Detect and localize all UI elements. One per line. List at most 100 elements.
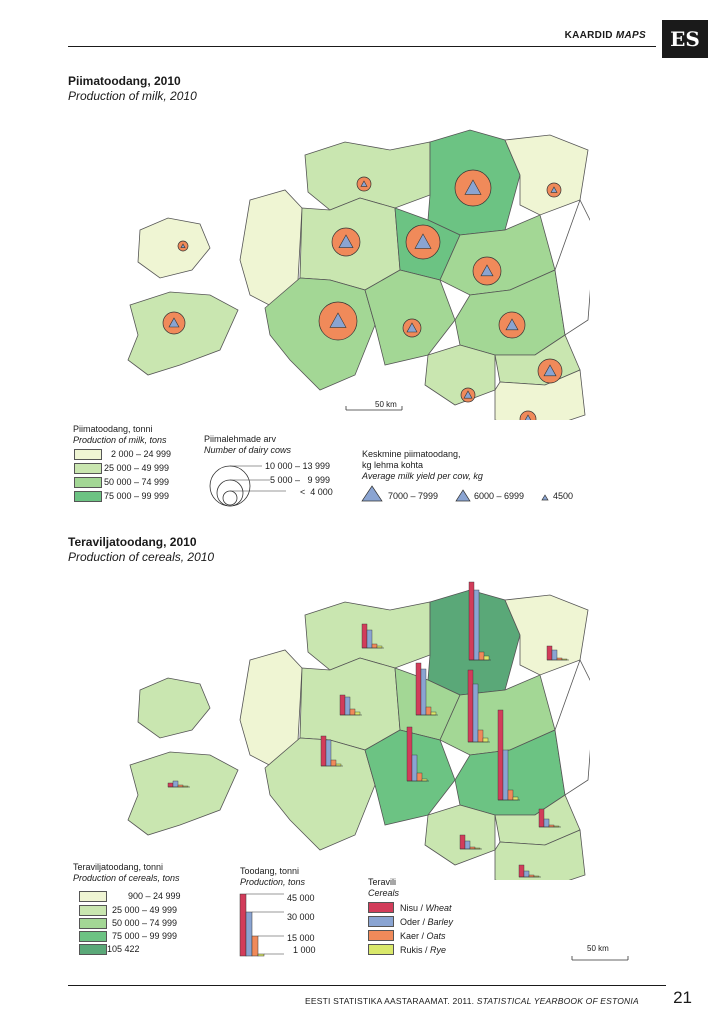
milk-map: [127, 129, 590, 420]
yield-legend-title: Keskmine piimatoodang, kg lehma kohta Av…: [362, 449, 483, 481]
milk-yield-triangle: [338, 234, 354, 248]
cereals-legend-title: Teraviljatoodang, tonni Production of ce…: [73, 862, 180, 883]
milk-region-harjumaa: [304, 141, 431, 211]
milk-yield-triangle: [329, 312, 347, 328]
yield-value-1: 7000 – 7999: [388, 491, 439, 501]
cereal-bar: [415, 662, 422, 716]
cereal-bar: [361, 623, 368, 649]
milk-region-ida-virumaa: [504, 134, 589, 216]
cereal-bar: [167, 782, 174, 788]
yield-value-3: 4500: [553, 491, 574, 501]
milk-region-valgamaa: [424, 344, 496, 406]
lake-peipus: [554, 198, 590, 336]
cereal-bar: [406, 726, 413, 782]
cereal-region-saaremaa: [127, 751, 239, 836]
cows-value-1: 10 000 – 13 999: [265, 461, 331, 471]
cereal-bar: [497, 709, 504, 801]
milk-scale-label: 50 km: [375, 400, 397, 409]
footer-rule: [68, 985, 666, 986]
milk-yield-triangle: [543, 364, 557, 377]
prod-value-1: 45 000: [287, 893, 315, 903]
milk-yield-triangle: [414, 233, 432, 249]
milk-region-saaremaa: [127, 291, 239, 376]
milk-yield-triangle: [406, 322, 418, 333]
milk-title: Piimatoodang, 2010: [68, 74, 181, 88]
cereals-scale-bar: [571, 956, 629, 961]
milk-legend-title: Piimatoodang, tonni Production of milk, …: [73, 424, 167, 445]
cows-legend-circles: [209, 465, 286, 507]
milk-yield-triangle: [180, 243, 186, 248]
prod-value-3: 15 000: [287, 933, 315, 943]
header-rule: [68, 46, 656, 47]
cows-value-3: < 4 000: [300, 487, 333, 497]
cereal-bar: [464, 840, 471, 850]
cereals-map: [127, 581, 590, 880]
cereal-bar: [354, 711, 361, 716]
prod-value-2: 30 000: [287, 912, 315, 922]
cereal-bar: [518, 864, 525, 878]
cereal-bar: [472, 683, 479, 743]
milk-yield-triangle: [480, 264, 494, 277]
milk-yield-triangle: [360, 180, 368, 187]
cereal-bar: [371, 643, 378, 649]
cereal-bar: [483, 655, 490, 661]
cereal-bar: [430, 711, 437, 716]
cereal-bar: [320, 735, 327, 767]
cereal-bar: [416, 772, 423, 782]
cereal-region-vorumaa: [494, 829, 586, 880]
milk-yield-triangle: [464, 179, 482, 195]
cereal-bar: [420, 668, 427, 716]
page-number: 21: [673, 988, 692, 1007]
milk-yield-triangle: [524, 414, 532, 420]
cereal-bar: [512, 796, 519, 801]
es-logo: ES: [662, 20, 708, 58]
cereal-bar: [459, 834, 466, 850]
cows-value-2: 5 000 – 9 999: [270, 475, 331, 485]
milk-yield-triangle: [463, 390, 473, 399]
milk-subtitle: Production of milk, 2010: [68, 89, 197, 103]
cereal-bar: [339, 694, 346, 716]
milk-region-parnumaa: [264, 277, 376, 391]
cows-legend-title: Piimalehmade arv Number of dairy cows: [204, 434, 292, 455]
section-header: KAARDID MAPS: [565, 30, 646, 41]
cereal-bar: [538, 808, 545, 828]
cereal-bar: [344, 696, 351, 716]
prod-legend-bars: [239, 893, 284, 957]
cereal-bar: [543, 818, 550, 828]
milk-region-vorumaa: [494, 369, 586, 420]
cereal-region-ida-virumaa: [504, 594, 589, 676]
section-label: KAARDID: [564, 30, 613, 41]
cereal-bar: [478, 651, 485, 661]
cereal-bar: [551, 649, 558, 661]
lake-peipus-2: [554, 658, 590, 796]
cereal-bar: [507, 789, 514, 801]
milk-region-hiiumaa: [137, 217, 211, 279]
milk-yield-triangle: [550, 186, 558, 193]
cereal-bar: [411, 754, 418, 782]
cereals-title: Teraviljatoodang, 2010: [68, 535, 197, 549]
crop-legend-title: Teravili Cereals: [368, 877, 400, 898]
yield-legend-triangles: [361, 485, 549, 502]
prod-legend-title: Toodang, tonni Production, tons: [240, 866, 306, 887]
cereal-region-hiiumaa: [137, 677, 211, 739]
cereal-bar: [325, 739, 332, 767]
cereal-bar: [468, 581, 475, 661]
footer-text: EESTI STATISTIKA AASTARAAMAT. 2011. STAT…: [305, 996, 639, 1006]
cereal-bar: [477, 729, 484, 743]
cereal-bar: [330, 759, 337, 767]
cereals-subtitle: Production of cereals, 2010: [68, 550, 215, 564]
cereal-bar: [482, 737, 489, 743]
cereal-region-parnumaa: [264, 737, 376, 851]
milk-yield-triangle: [505, 318, 519, 331]
prod-value-4: 1 000: [293, 945, 316, 955]
milk-region-viljandimaa: [364, 269, 456, 366]
yield-value-2: 6000 – 6999: [474, 491, 525, 501]
cereal-bar: [425, 706, 432, 716]
cereal-bar: [172, 780, 179, 788]
cereal-bar: [366, 629, 373, 649]
section-label-en: MAPS: [615, 30, 646, 41]
cereal-bar: [473, 589, 480, 661]
cereal-bar: [546, 645, 553, 661]
cereal-bar: [502, 749, 509, 801]
cereal-bar: [467, 669, 474, 743]
